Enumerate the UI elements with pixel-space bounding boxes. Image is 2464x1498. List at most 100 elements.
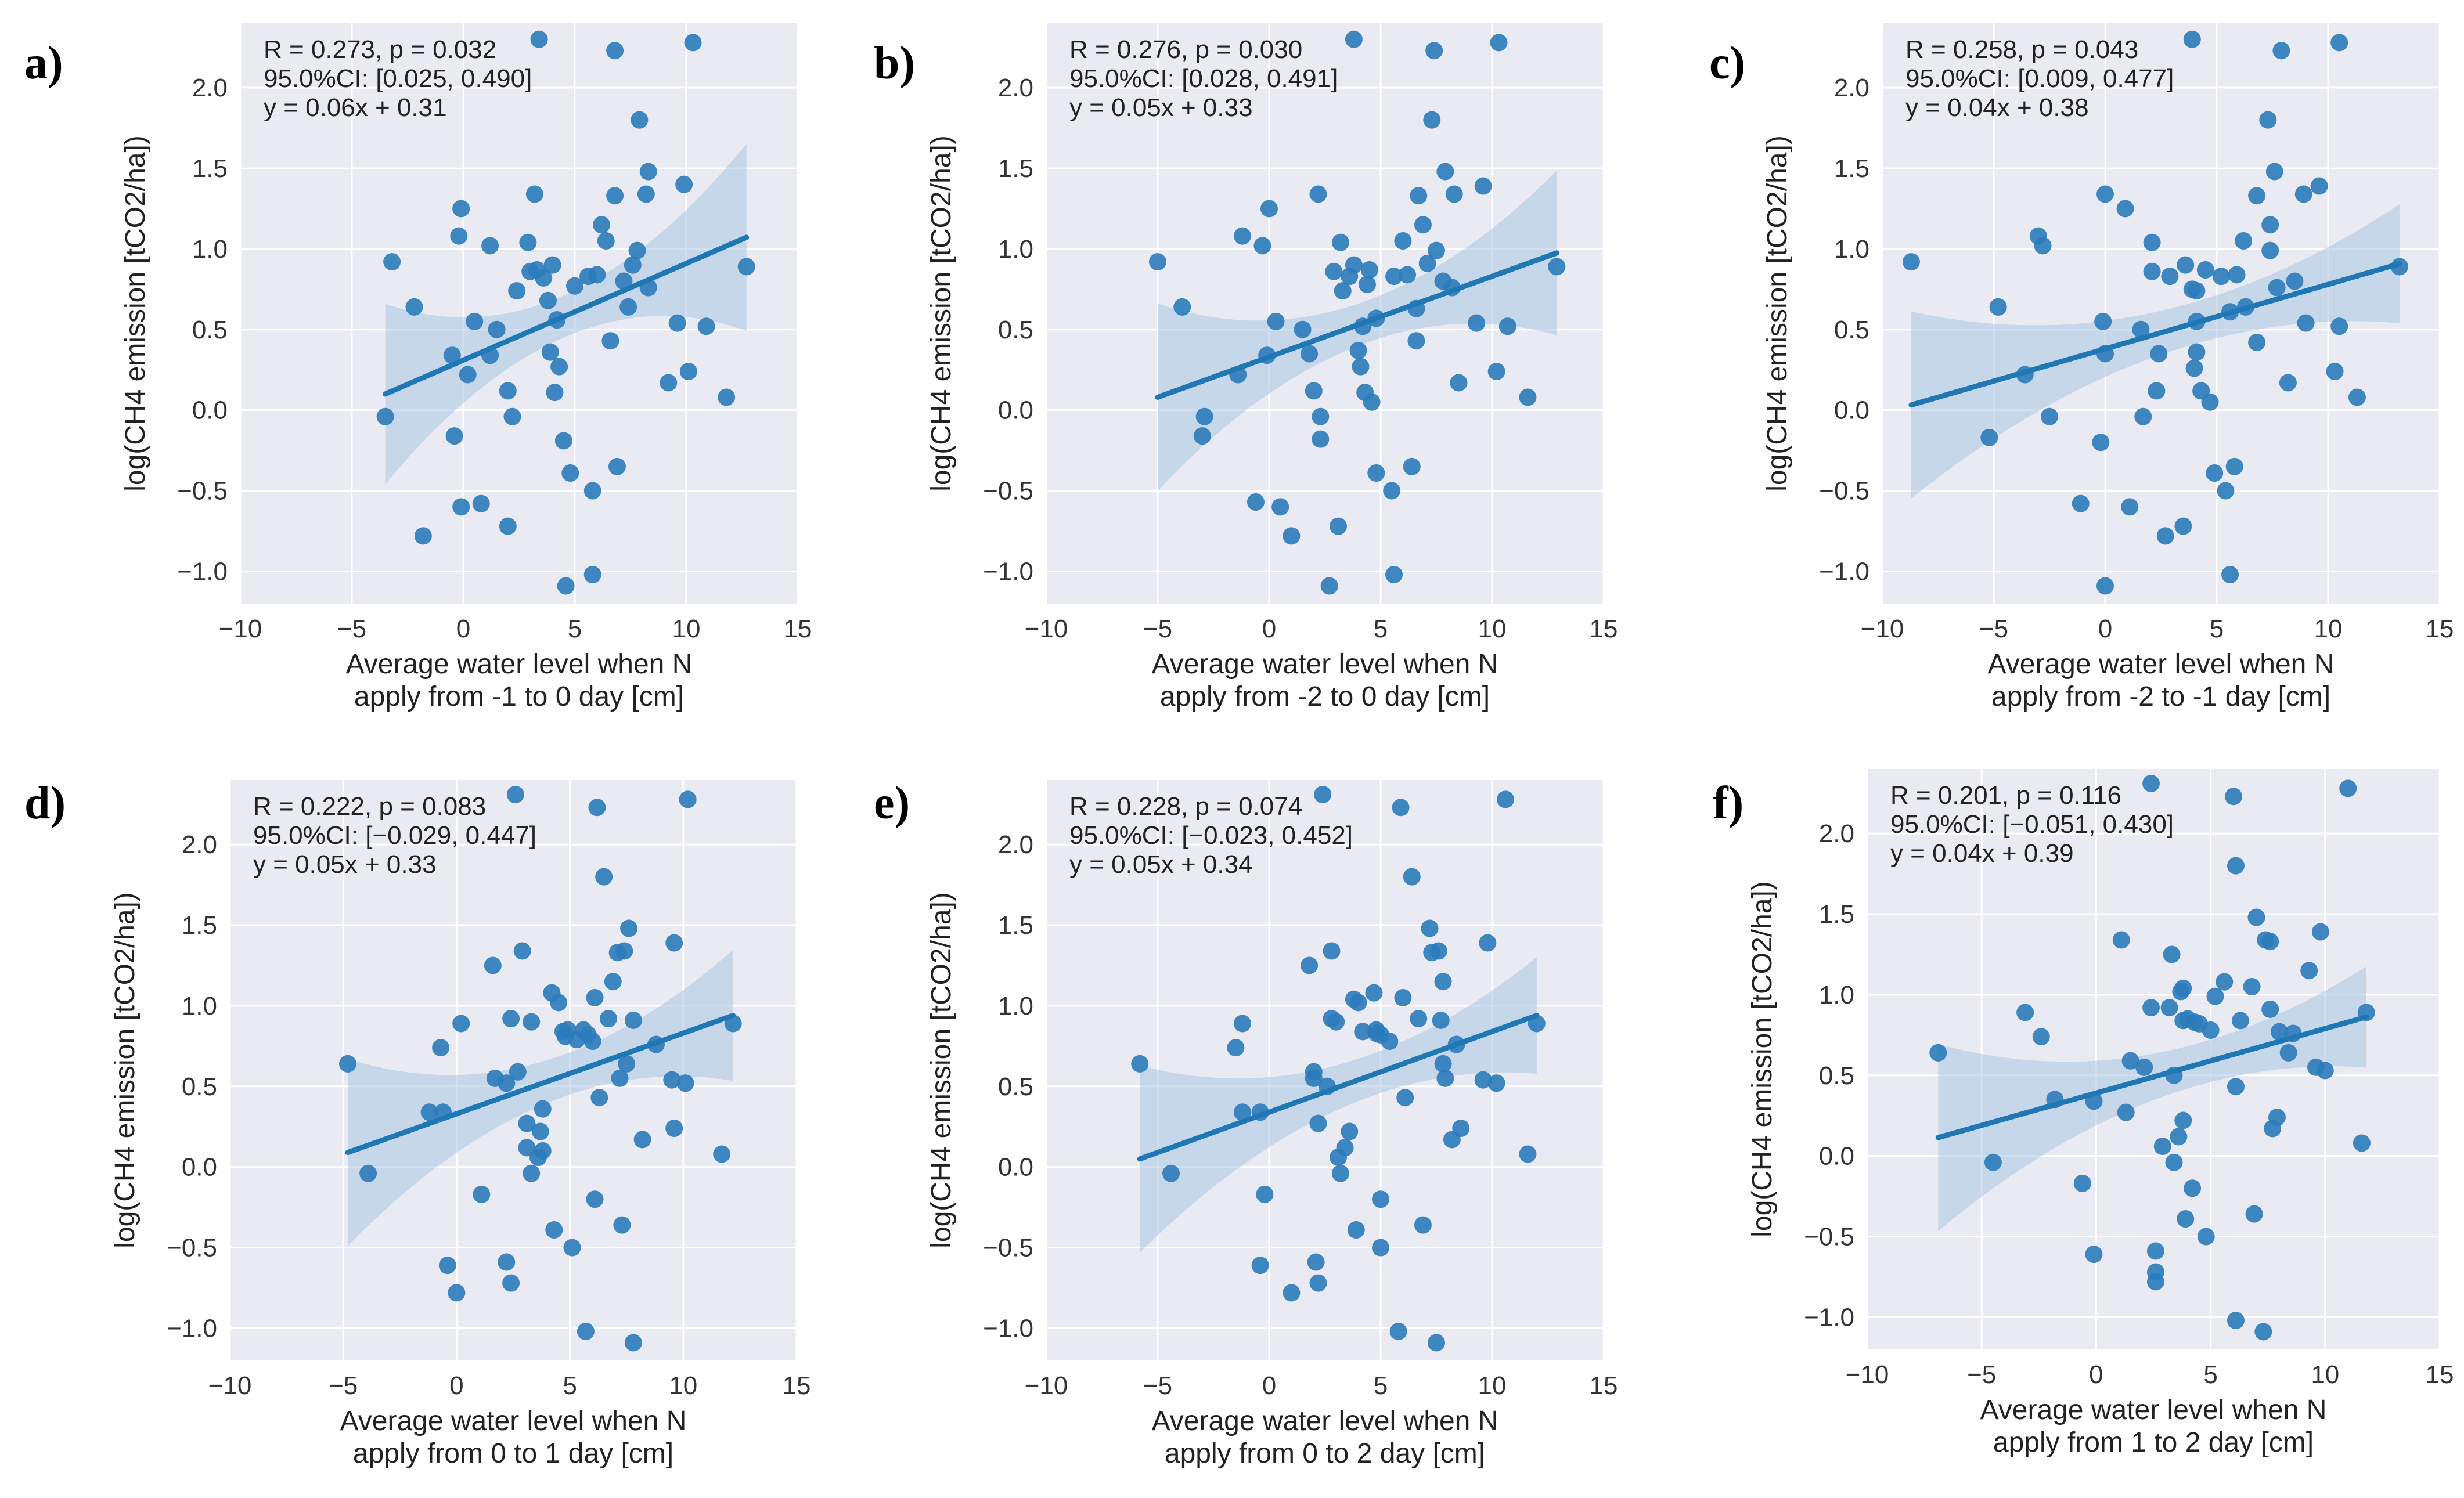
data-point	[481, 237, 499, 255]
data-point	[631, 111, 649, 129]
x-tick-label: 10	[672, 615, 701, 643]
data-point	[1314, 786, 1332, 803]
x-tick-label: −5	[1979, 615, 2008, 643]
data-point	[2270, 1023, 2288, 1041]
data-point	[624, 1334, 642, 1352]
y-axis-label: log(CH4 emission [tCO2/ha])	[926, 135, 957, 492]
data-point	[697, 317, 715, 335]
data-point	[2217, 482, 2235, 500]
y-tick-label: 0.5	[998, 1073, 1033, 1101]
data-point	[1474, 1071, 1492, 1089]
data-point	[2228, 266, 2246, 284]
data-point	[583, 482, 601, 500]
data-point	[737, 258, 755, 276]
y-tick-label: 0.0	[998, 396, 1033, 425]
data-point	[531, 1122, 549, 1140]
stats-annotation: y = 0.05x + 0.33	[1069, 93, 1253, 122]
data-point	[339, 1055, 357, 1073]
x-tick-label: 10	[669, 1371, 697, 1400]
regression-line	[1935, 1014, 2369, 1140]
data-point	[2248, 334, 2266, 351]
data-point	[498, 1253, 516, 1271]
x-axis-label: Average water level when N	[1152, 649, 1498, 680]
data-point	[1363, 393, 1381, 411]
data-point	[452, 1015, 470, 1033]
data-point	[1452, 1120, 1470, 1137]
data-point	[624, 1011, 642, 1029]
y-tick-label: −1.0	[983, 1314, 1033, 1342]
data-point	[2092, 434, 2110, 452]
chart-panel-c: −10 −5 0 5 10 15 −1.0 −0.5 0.0 0.5 1.0 1.5 2.0 R = 0.…	[1709, 23, 2454, 712]
data-point	[1294, 320, 1312, 338]
data-point	[561, 464, 579, 482]
data-point	[2300, 962, 2318, 980]
x-axis-label: apply from 0 to 2 day [cm]	[1165, 1438, 1485, 1469]
data-point	[2032, 1028, 2050, 1046]
y-tick-label: 1.5	[998, 911, 1033, 940]
y-tick-label: −1.0	[177, 557, 228, 586]
data-point	[2310, 177, 2328, 195]
data-point	[2112, 931, 2130, 949]
stats-annotation: R = 0.276, p = 0.030	[1069, 35, 1302, 64]
y-tick-label: 0.5	[1834, 316, 1869, 344]
data-point	[611, 1069, 629, 1087]
data-point	[2170, 1128, 2188, 1146]
data-point	[508, 282, 526, 300]
data-point	[2247, 908, 2265, 926]
data-point	[1423, 111, 1441, 129]
data-point	[2197, 1228, 2215, 1246]
y-axis-label: log(CH4 emission [tCO2/ha])	[926, 892, 957, 1248]
data-point	[1341, 1122, 1359, 1140]
data-point	[2072, 494, 2090, 512]
data-point	[1305, 382, 1323, 400]
data-point	[545, 1221, 563, 1239]
data-point	[484, 956, 502, 974]
panel-letter: d)	[24, 778, 66, 829]
data-point	[615, 272, 633, 290]
data-point	[2142, 775, 2160, 792]
data-point	[590, 1089, 608, 1107]
y-tick-label: −0.5	[1804, 1223, 1854, 1251]
data-point	[2259, 111, 2277, 129]
data-point	[499, 517, 517, 535]
y-tick-label: 1.5	[192, 154, 228, 183]
data-point	[1381, 1033, 1399, 1050]
x-tick-label: −10	[1861, 615, 1904, 643]
x-tick-label: 0	[449, 1371, 463, 1400]
data-point	[1418, 254, 1436, 272]
data-point	[1468, 314, 1486, 332]
y-tick-label: 0.0	[1834, 396, 1869, 425]
data-point	[557, 577, 575, 595]
data-point	[2339, 779, 2357, 797]
data-point	[523, 1164, 541, 1182]
y-tick-label: −0.5	[177, 477, 228, 506]
data-point	[546, 384, 564, 402]
data-point	[615, 942, 633, 960]
data-point	[1193, 427, 1211, 445]
data-point	[2245, 1205, 2263, 1223]
data-point	[1233, 1103, 1251, 1121]
data-point	[420, 1103, 438, 1121]
data-point	[1331, 233, 1349, 251]
data-point	[2261, 241, 2279, 259]
data-point	[566, 277, 583, 295]
data-point	[2143, 262, 2161, 280]
data-point	[2041, 407, 2058, 425]
data-point	[663, 1071, 681, 1089]
data-point	[1227, 1039, 1245, 1057]
y-tick-label: 2.0	[1819, 820, 1854, 848]
x-tick-label: 5	[1374, 1371, 1388, 1400]
x-tick-label: −10	[1025, 615, 1068, 643]
data-point	[432, 1039, 450, 1057]
data-point	[1392, 799, 1410, 817]
data-point	[2261, 933, 2279, 951]
x-tick-label: 15	[2426, 1360, 2454, 1389]
regression-line	[1155, 250, 1559, 400]
stats-annotation: 95.0%CI: [0.025, 0.490]	[264, 64, 532, 93]
data-point	[1253, 237, 1271, 255]
data-point	[563, 1239, 581, 1257]
data-point	[518, 1139, 536, 1157]
data-point	[1349, 994, 1367, 1012]
data-point	[2225, 457, 2243, 475]
y-axis-label: log(CH4 emission [tCO2/ha])	[120, 135, 151, 492]
